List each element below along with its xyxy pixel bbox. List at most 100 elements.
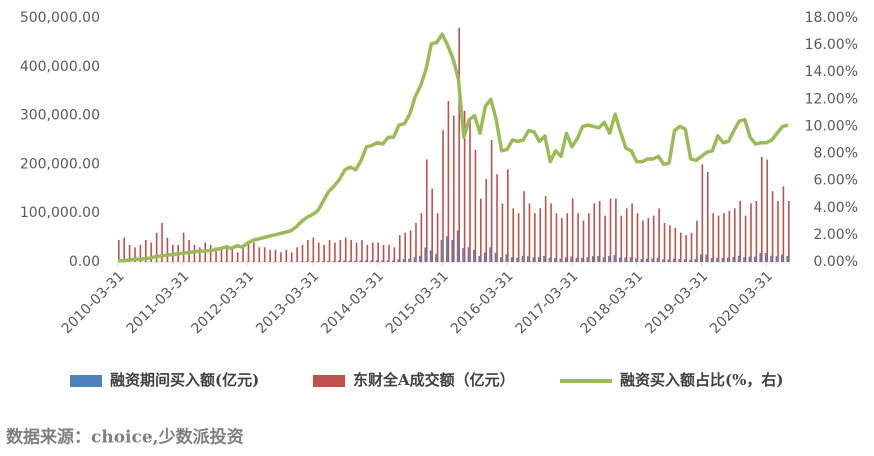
bar (523, 191, 525, 262)
bar (388, 244, 390, 262)
bar (782, 186, 785, 262)
bar (581, 257, 583, 262)
y-tick-label: 0.00 (69, 254, 100, 270)
bar (231, 247, 234, 262)
bar (598, 201, 601, 262)
bar (597, 255, 599, 262)
bar (620, 215, 623, 262)
bar (128, 244, 131, 262)
bar (527, 256, 529, 262)
bar (451, 240, 453, 262)
bar (701, 164, 704, 262)
bar (759, 252, 761, 262)
line-series (118, 32, 789, 263)
bar (463, 110, 466, 262)
bar (323, 244, 325, 262)
bar (480, 198, 482, 262)
bar (760, 157, 763, 262)
bar (699, 254, 702, 262)
bar (134, 247, 136, 262)
bar (440, 239, 443, 262)
x-tick-label: 2011-03-31 (124, 268, 193, 337)
y2-tick-label: 6.00% (814, 173, 858, 189)
bar (696, 220, 698, 262)
legend-label: 东财全A成交额（亿元） (353, 371, 515, 389)
bar (717, 215, 720, 262)
bar (300, 261, 302, 262)
x-tick-label: 2017-03-31 (513, 268, 582, 337)
bar (753, 256, 756, 262)
bar (658, 208, 660, 262)
bar (413, 257, 416, 262)
bar (453, 115, 455, 262)
bar (726, 257, 729, 262)
bar (215, 247, 217, 262)
bar (748, 256, 751, 262)
bar (485, 179, 488, 262)
bar (679, 232, 682, 262)
y2-tick-label: 12.00% (805, 91, 858, 107)
bar (555, 213, 558, 262)
bar (615, 198, 617, 262)
bar (408, 258, 410, 262)
bar (447, 100, 450, 263)
bar (473, 249, 475, 262)
bar (469, 120, 471, 262)
bar (332, 260, 335, 262)
bar (280, 252, 282, 262)
bar (355, 242, 358, 262)
bar (559, 258, 562, 262)
bar (494, 252, 497, 262)
bar (226, 244, 228, 262)
bar (771, 191, 774, 262)
bar (397, 259, 399, 262)
bar (348, 260, 351, 262)
bar (467, 247, 470, 262)
y2-tick-label: 14.00% (805, 64, 858, 80)
bar (667, 259, 670, 262)
bar (209, 244, 212, 262)
bar (307, 240, 309, 262)
bar (591, 256, 594, 262)
bar (364, 260, 367, 262)
bar (743, 257, 745, 262)
bar (575, 257, 578, 262)
bar (608, 255, 610, 262)
y2-tick-label: 4.00% (814, 200, 858, 216)
bar (645, 258, 648, 262)
bar (640, 258, 643, 262)
bar (161, 222, 163, 262)
bar (678, 259, 680, 262)
bar (550, 203, 552, 262)
bar (532, 257, 535, 262)
bar (354, 260, 356, 262)
x-tick-label: 2014-03-31 (318, 268, 387, 337)
bar (220, 247, 223, 262)
bar (500, 257, 502, 262)
bar (431, 188, 433, 262)
bar (429, 250, 432, 262)
x-tick-label: 2015-03-31 (383, 268, 452, 337)
bar (613, 255, 616, 262)
bar (733, 208, 736, 262)
bar (312, 237, 315, 262)
bar (636, 213, 639, 262)
bar (361, 240, 363, 262)
bar (139, 244, 142, 262)
bar (496, 174, 498, 262)
bar (321, 261, 324, 262)
bar (582, 220, 585, 262)
bar (635, 258, 637, 262)
bar (663, 222, 666, 262)
y-tick-label: 500,000.00 (20, 10, 100, 26)
bar (570, 256, 572, 262)
bar (554, 257, 556, 262)
bar (489, 247, 491, 262)
bar (483, 252, 486, 262)
bar (418, 255, 421, 262)
y-tick-label: 200,000.00 (20, 156, 100, 172)
legend-swatch (313, 375, 345, 387)
x-tick-label: 2019-03-31 (642, 268, 711, 337)
bar (683, 259, 686, 262)
bar (516, 257, 518, 262)
